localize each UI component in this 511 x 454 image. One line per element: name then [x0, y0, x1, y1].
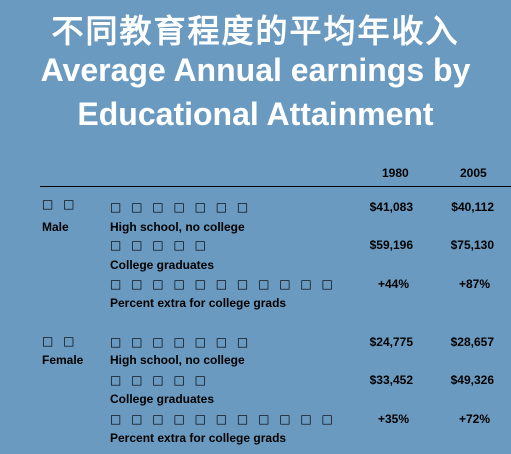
group-label-male: Male: [42, 220, 69, 234]
row-label: Percent extra for college grads: [110, 431, 287, 445]
value-2005: $49,326: [450, 373, 494, 387]
value-1980: $59,196: [369, 238, 413, 252]
title-chinese: 不同教育程度的平均年收入: [51, 12, 460, 50]
row-label: Percent extra for college grads: [110, 296, 287, 310]
row-label: High school, no college: [110, 220, 245, 234]
row-glyphs: □ □ □ □ □ □ □: [110, 335, 252, 349]
row-glyphs: □ □ □ □ □: [110, 373, 209, 387]
column-header-2005: 2005: [460, 166, 487, 180]
value-1980: $33,452: [369, 373, 413, 387]
value-1980: $24,775: [369, 335, 413, 349]
row-glyphs: □ □ □ □ □ □ □ □ □ □ □: [110, 277, 336, 291]
title-english-line-2: Educational Attainment: [77, 96, 434, 132]
row-label: College graduates: [110, 258, 215, 272]
value-2005: $28,657: [450, 335, 494, 349]
value-1980: $41,083: [369, 200, 413, 214]
column-header-1980: 1980: [382, 166, 409, 180]
value-2005: $40,112: [451, 200, 494, 214]
value-2005: +87%: [458, 277, 490, 291]
row-label: College graduates: [110, 392, 215, 406]
group-label-female: Female: [42, 353, 84, 367]
value-1980: +44%: [377, 277, 409, 291]
header-rule: [40, 186, 511, 187]
group-glyphs-female: □ □: [42, 334, 78, 348]
value-1980: +35%: [377, 412, 409, 426]
row-glyphs: □ □ □ □ □: [110, 238, 209, 252]
row-glyphs: □ □ □ □ □ □ □: [110, 200, 252, 214]
row-glyphs: □ □ □ □ □ □ □ □ □ □ □: [110, 412, 336, 426]
value-2005: $75,130: [450, 238, 494, 252]
title-english-line-1: Average Annual earnings by: [40, 52, 471, 88]
group-glyphs-male: □ □: [42, 197, 78, 211]
value-2005: +72%: [458, 412, 490, 426]
row-label: High school, no college: [110, 353, 245, 367]
